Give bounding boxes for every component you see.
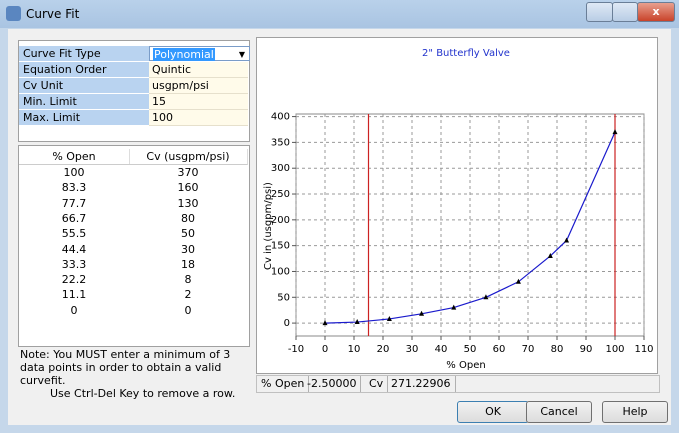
close-button[interactable]: x bbox=[637, 2, 675, 22]
data-point bbox=[483, 294, 489, 300]
table-cell: 18 bbox=[181, 257, 195, 271]
y-axis-label: Cv in (usgpm/psi) bbox=[263, 182, 274, 270]
status-field: Cv bbox=[365, 376, 389, 392]
table-cell: 160 bbox=[177, 181, 199, 195]
property-value: usgpm/psi bbox=[149, 78, 248, 94]
window-title: Curve Fit bbox=[26, 7, 80, 21]
x-axis-label: % Open bbox=[446, 360, 485, 371]
x-tick-label: 40 bbox=[435, 344, 448, 355]
data-point bbox=[515, 278, 521, 284]
button[interactable]: Help bbox=[602, 401, 668, 423]
data-point bbox=[451, 304, 457, 310]
y-tick-label: 100 bbox=[271, 266, 290, 277]
button[interactable]: OK bbox=[457, 401, 529, 423]
table-cell: 130 bbox=[177, 196, 199, 210]
y-tick-label: 250 bbox=[271, 189, 290, 200]
dropdown-arrow: ▼ bbox=[238, 50, 245, 59]
data-point bbox=[386, 315, 392, 321]
x-tick-label: -10 bbox=[288, 344, 304, 355]
property-label: Max. Limit bbox=[19, 110, 149, 126]
table-cell: 55.5 bbox=[61, 227, 87, 241]
property-value: Quintic bbox=[149, 62, 248, 78]
property-label: Curve Fit Type bbox=[19, 46, 149, 62]
y-tick-label: 0 bbox=[284, 318, 290, 329]
x-tick-label: 0 bbox=[322, 344, 328, 355]
table-cell: 83.3 bbox=[61, 181, 87, 195]
column-header: Cv (usgpm/psi) bbox=[129, 149, 248, 165]
x-tick-label: 80 bbox=[551, 344, 564, 355]
table-cell: 2 bbox=[184, 288, 192, 302]
data-point bbox=[419, 310, 425, 316]
property-label: Equation Order bbox=[19, 62, 149, 78]
data-point bbox=[564, 237, 570, 243]
y-tick-label: 50 bbox=[277, 292, 290, 303]
x-tick-label: 30 bbox=[406, 344, 419, 355]
table-cell: 80 bbox=[181, 211, 195, 225]
status-field: -2.50000 bbox=[303, 376, 362, 392]
minimize-button[interactable] bbox=[586, 2, 613, 22]
y-tick-label: 400 bbox=[271, 112, 290, 123]
table-cell: 30 bbox=[181, 242, 195, 256]
app-icon bbox=[6, 6, 21, 21]
data-table: % Open Cv (usgpm/psi) 100 370 83.3 160 77.7 130… bbox=[18, 145, 250, 347]
property-value: 100 bbox=[149, 110, 248, 126]
x-tick-label: 100 bbox=[605, 344, 624, 355]
table-cell: 50 bbox=[181, 227, 195, 241]
table-cell: 66.7 bbox=[61, 211, 87, 225]
property-row: Min. Limit 15 bbox=[19, 94, 249, 110]
table-cell: 44.4 bbox=[61, 242, 87, 256]
data-point bbox=[547, 252, 553, 258]
note-text: Use Ctrl-Del Key to remove a row. bbox=[50, 387, 236, 400]
x-tick-label: 110 bbox=[634, 344, 653, 355]
status-field: % Open bbox=[257, 376, 310, 392]
chart: 2" Butterfly Valve % Open Cv in (usgpm/p… bbox=[256, 37, 658, 374]
property-row: Cv Unit usgpm/psi bbox=[19, 78, 249, 94]
x-tick-label: 20 bbox=[377, 344, 390, 355]
data-point bbox=[322, 320, 328, 326]
table-cell: 8 bbox=[184, 273, 192, 287]
y-tick-label: 300 bbox=[271, 163, 290, 174]
property-row: Equation Order Quintic bbox=[19, 62, 249, 78]
property-grid: Curve Fit Type Polynomial ▼ Equation Order Q… bbox=[18, 40, 250, 142]
note-text: Note: You MUST enter a minimum of 3 data… bbox=[20, 348, 231, 387]
x-tick-label: 50 bbox=[464, 344, 477, 355]
column-header: % Open bbox=[19, 149, 130, 165]
maximize-button[interactable] bbox=[612, 2, 638, 22]
status-field: 271.22906 bbox=[387, 376, 456, 392]
table-cell: 0 bbox=[184, 303, 192, 317]
button[interactable]: Cancel bbox=[526, 401, 592, 423]
table-cell: 33.3 bbox=[61, 257, 87, 271]
table-cell: 11.1 bbox=[61, 288, 87, 302]
x-tick-label: 10 bbox=[348, 344, 361, 355]
table-cell: 22.2 bbox=[61, 273, 87, 287]
y-tick-label: 350 bbox=[271, 137, 290, 148]
chart-title: 2" Butterfly Valve bbox=[422, 48, 510, 59]
x-tick-label: 90 bbox=[580, 344, 593, 355]
table-cell: 100 bbox=[63, 166, 85, 179]
y-tick-label: 200 bbox=[271, 215, 290, 226]
y-tick-label: 150 bbox=[271, 241, 290, 252]
property-label: Cv Unit bbox=[19, 78, 149, 94]
note: Note: You MUST enter a minimum of 3 data… bbox=[20, 348, 252, 400]
title-bar: Curve Fit x bbox=[0, 0, 679, 28]
table-cell: 0 bbox=[70, 303, 78, 317]
x-tick-label: 60 bbox=[493, 344, 506, 355]
data-point bbox=[612, 129, 618, 135]
property-label: Min. Limit bbox=[19, 94, 149, 110]
property-value[interactable]: Polynomial ▼ bbox=[149, 46, 250, 61]
x-tick-label: 70 bbox=[522, 344, 535, 355]
dropdown-selected: Polynomial bbox=[153, 48, 215, 61]
table-cell: 77.7 bbox=[61, 196, 87, 210]
property-value: 15 bbox=[149, 94, 248, 110]
property-row: Curve Fit Type Polynomial ▼ bbox=[19, 46, 250, 62]
table-cell: 370 bbox=[177, 166, 199, 179]
fit-curve bbox=[324, 131, 616, 324]
data-point bbox=[354, 319, 360, 325]
status-bar: % Open -2.50000 Cv 271.22906 bbox=[256, 375, 660, 393]
property-row: Max. Limit 100 bbox=[19, 110, 249, 126]
